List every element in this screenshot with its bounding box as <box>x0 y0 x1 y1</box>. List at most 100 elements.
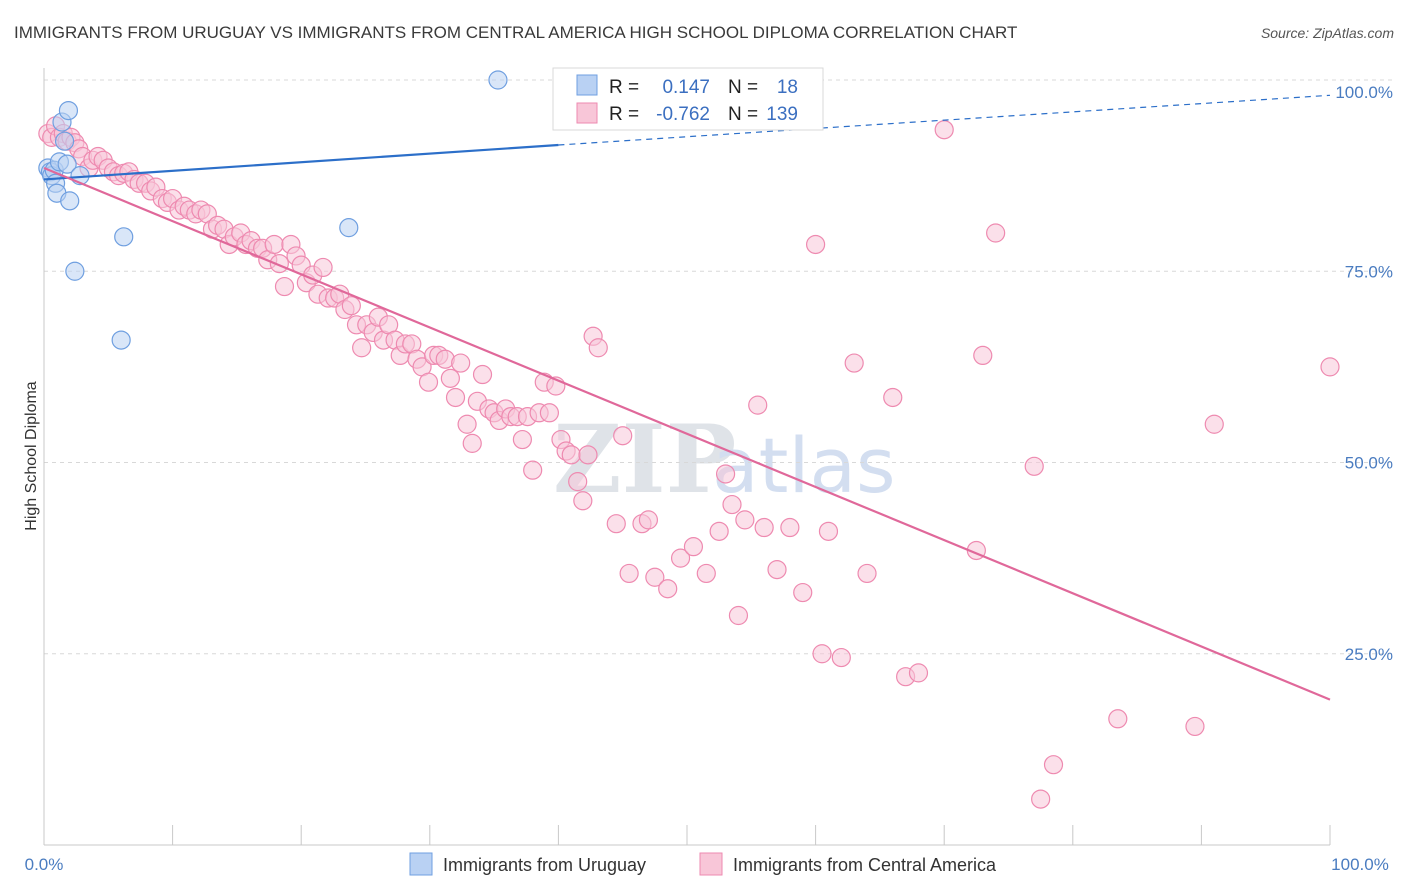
stats-legend-box <box>552 67 824 131</box>
y-tick-label-100: 100.0% <box>1335 83 1393 102</box>
central-america-point-44 <box>264 234 284 255</box>
central-america-point-124 <box>805 234 826 255</box>
central-america-point-135 <box>973 345 993 365</box>
legend-n-value-2: 139 <box>766 104 798 125</box>
y-tick-label-75: 75.0% <box>1345 262 1393 281</box>
chart-title: IMMIGRANTS FROM URUGUAY VS IMMIGRANTS FR… <box>14 23 1017 42</box>
central-america-point-139 <box>1043 755 1064 775</box>
x-tick-label-0: 0.0% <box>25 855 64 874</box>
legend-n-label-1: N = <box>728 77 758 98</box>
central-america-point-110 <box>658 579 678 599</box>
central-america-point-78 <box>451 353 471 373</box>
y-tick-labels: 25.0% 50.0% 75.0% 100.0% <box>1335 83 1393 664</box>
series-legend-swatch-uruguay <box>409 852 433 876</box>
uruguay-point-11 <box>60 191 80 211</box>
legend-n-value-1: 18 <box>777 77 798 98</box>
central-america-point-106 <box>619 563 639 584</box>
uruguay-point-8 <box>54 131 75 151</box>
central-america-point-143 <box>1320 357 1340 377</box>
uruguay-point-10 <box>58 100 79 121</box>
central-america-point-125 <box>812 644 832 664</box>
central-america-point-46 <box>274 276 295 297</box>
central-america-point-94 <box>539 403 559 423</box>
central-america-point-98 <box>561 445 581 465</box>
central-america-point-128 <box>844 353 864 373</box>
uruguay-trend-extension <box>558 94 1331 146</box>
central-america-point-118 <box>735 510 755 530</box>
central-america-point-109 <box>645 567 665 587</box>
legend-r-value-1: 0.147 <box>662 77 710 98</box>
central-america-point-82 <box>472 364 493 385</box>
central-america-point-53 <box>313 257 333 278</box>
uruguay-point-16 <box>339 218 359 238</box>
central-america-point-126 <box>818 521 839 541</box>
x-axis-ticks <box>43 825 1331 845</box>
series-legend: Immigrants from Uruguay Immigrants from … <box>409 852 997 876</box>
central-america-point-117 <box>728 605 749 626</box>
central-america-point-103 <box>588 338 608 358</box>
series-legend-label-uruguay: Immigrants from Uruguay <box>443 855 646 875</box>
y-axis-label: High School Diploma <box>23 381 40 531</box>
central-america-point-89 <box>512 429 532 450</box>
trend-lines <box>43 94 1331 701</box>
central-america-point-113 <box>696 563 716 584</box>
central-america-point-120 <box>754 517 774 538</box>
central-america-point-80 <box>462 433 482 453</box>
legend-r-value-2: -0.762 <box>656 104 710 125</box>
central-america-point-129 <box>857 563 877 584</box>
central-america-point-123 <box>793 582 813 603</box>
central-america-point-101 <box>578 445 598 465</box>
central-america-point-60 <box>352 338 372 358</box>
central-america-point-130 <box>883 387 903 408</box>
central-america-point-76 <box>440 368 460 388</box>
y-tick-label-50: 50.0% <box>1345 454 1393 473</box>
watermark-atlas: atlas <box>712 421 896 510</box>
series-uruguay-points <box>38 70 508 350</box>
chart-source: Source: ZipAtlas.com <box>1261 25 1394 41</box>
central-america-point-112 <box>683 537 704 557</box>
central-america-point-115 <box>715 464 736 484</box>
central-america-point-58 <box>341 296 361 316</box>
uruguay-point-15 <box>111 330 131 350</box>
central-america-point-132 <box>908 663 929 683</box>
central-america-point-108 <box>638 510 659 530</box>
uruguay-point-9 <box>57 154 77 174</box>
central-america-point-136 <box>986 223 1006 243</box>
series-legend-label-central-america: Immigrants from Central America <box>733 855 997 875</box>
central-america-point-127 <box>831 647 851 668</box>
central-america-point-111 <box>670 548 691 568</box>
central-america-point-114 <box>709 521 729 541</box>
central-america-point-116 <box>722 494 742 515</box>
central-america-point-79 <box>457 414 477 434</box>
uruguay-point-12 <box>65 261 85 281</box>
stats-legend: R = 0.147 N = 18 R = -0.762 N = 139 <box>552 67 824 131</box>
y-tick-label-25: 25.0% <box>1345 645 1393 664</box>
central-america-point-99 <box>568 472 588 492</box>
central-america-point-100 <box>573 491 593 511</box>
central-america-point-105 <box>613 426 633 446</box>
central-america-point-91 <box>523 460 543 480</box>
central-america-point-133 <box>934 120 954 140</box>
legend-swatch-central-america <box>576 102 598 124</box>
legend-r-label-2: R = <box>609 104 639 125</box>
central-america-point-122 <box>780 517 800 538</box>
x-tick-label-100: 100.0% <box>1331 855 1389 874</box>
central-america-point-77 <box>445 387 466 408</box>
legend-swatch-uruguay <box>576 74 598 96</box>
uruguay-point-14 <box>114 227 134 247</box>
central-america-point-104 <box>606 514 626 534</box>
series-legend-swatch-central-america <box>699 852 723 876</box>
central-america-point-138 <box>1031 789 1051 809</box>
uruguay-trend-line <box>43 143 559 181</box>
central-america-point-137 <box>1024 456 1044 476</box>
uruguay-point-17 <box>488 70 508 90</box>
central-america-point-121 <box>767 559 787 580</box>
central-america-point-142 <box>1204 414 1224 434</box>
central-america-trend-line <box>43 166 1331 701</box>
legend-r-label-1: R = <box>609 77 639 98</box>
central-america-point-119 <box>748 395 768 415</box>
central-america-point-72 <box>418 372 439 392</box>
central-america-point-140 <box>1108 709 1128 729</box>
central-america-point-141 <box>1185 716 1205 737</box>
